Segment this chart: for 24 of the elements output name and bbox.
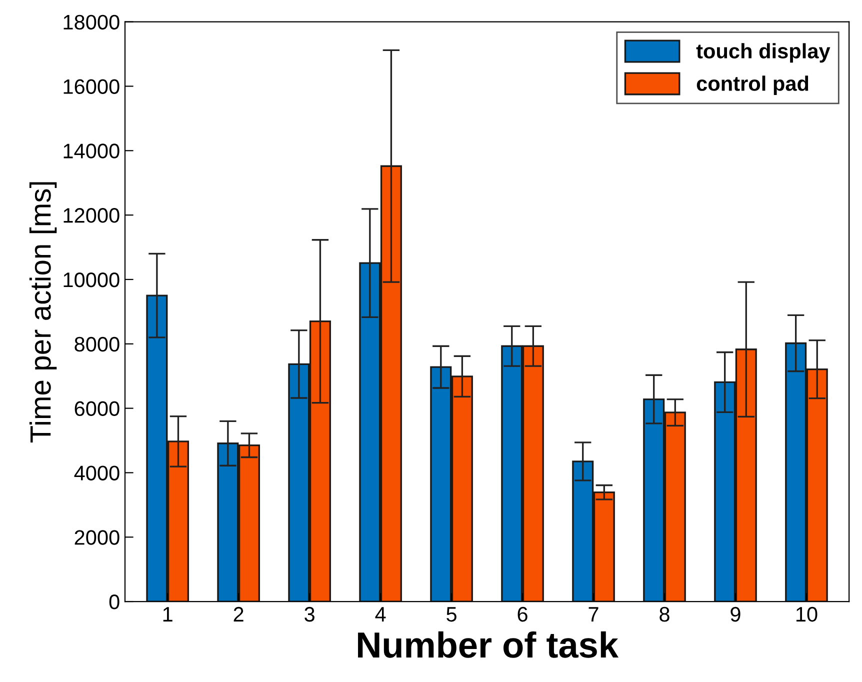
y-tick-label: 10000 — [64, 272, 120, 288]
x-tick-label: 2 — [234, 606, 244, 622]
y-tick-label: 8000 — [74, 336, 120, 352]
y-tick-label: 14000 — [64, 144, 120, 158]
x-tick-label: 7 — [588, 607, 598, 622]
x-tick-label: 8 — [660, 606, 670, 622]
y-tick-label: 4000 — [74, 466, 120, 480]
x-axis-title: Number of task — [358, 631, 619, 658]
x-tick-label: 6 — [518, 606, 528, 622]
x-tick-label: 3 — [304, 606, 314, 622]
x-tick-label: 1 — [163, 607, 172, 622]
y-tick-label: 16000 — [64, 79, 120, 94]
y-tick-label: 6000 — [74, 401, 120, 416]
legend-label: touch display — [696, 43, 830, 63]
y-tick-label: 12000 — [64, 208, 120, 223]
x-tick-label: 10 — [796, 606, 818, 622]
x-tick-label: 4 — [375, 607, 386, 622]
y-tick-label: 2000 — [74, 530, 120, 545]
y-axis-title: Time per action [ms] — [29, 182, 57, 443]
legend-label: control pad — [696, 76, 808, 96]
y-tick-label: 0 — [109, 594, 120, 610]
x-tick-label: 5 — [446, 607, 456, 622]
x-tick-label: 9 — [730, 606, 740, 622]
y-tick-label: 18000 — [64, 14, 120, 30]
